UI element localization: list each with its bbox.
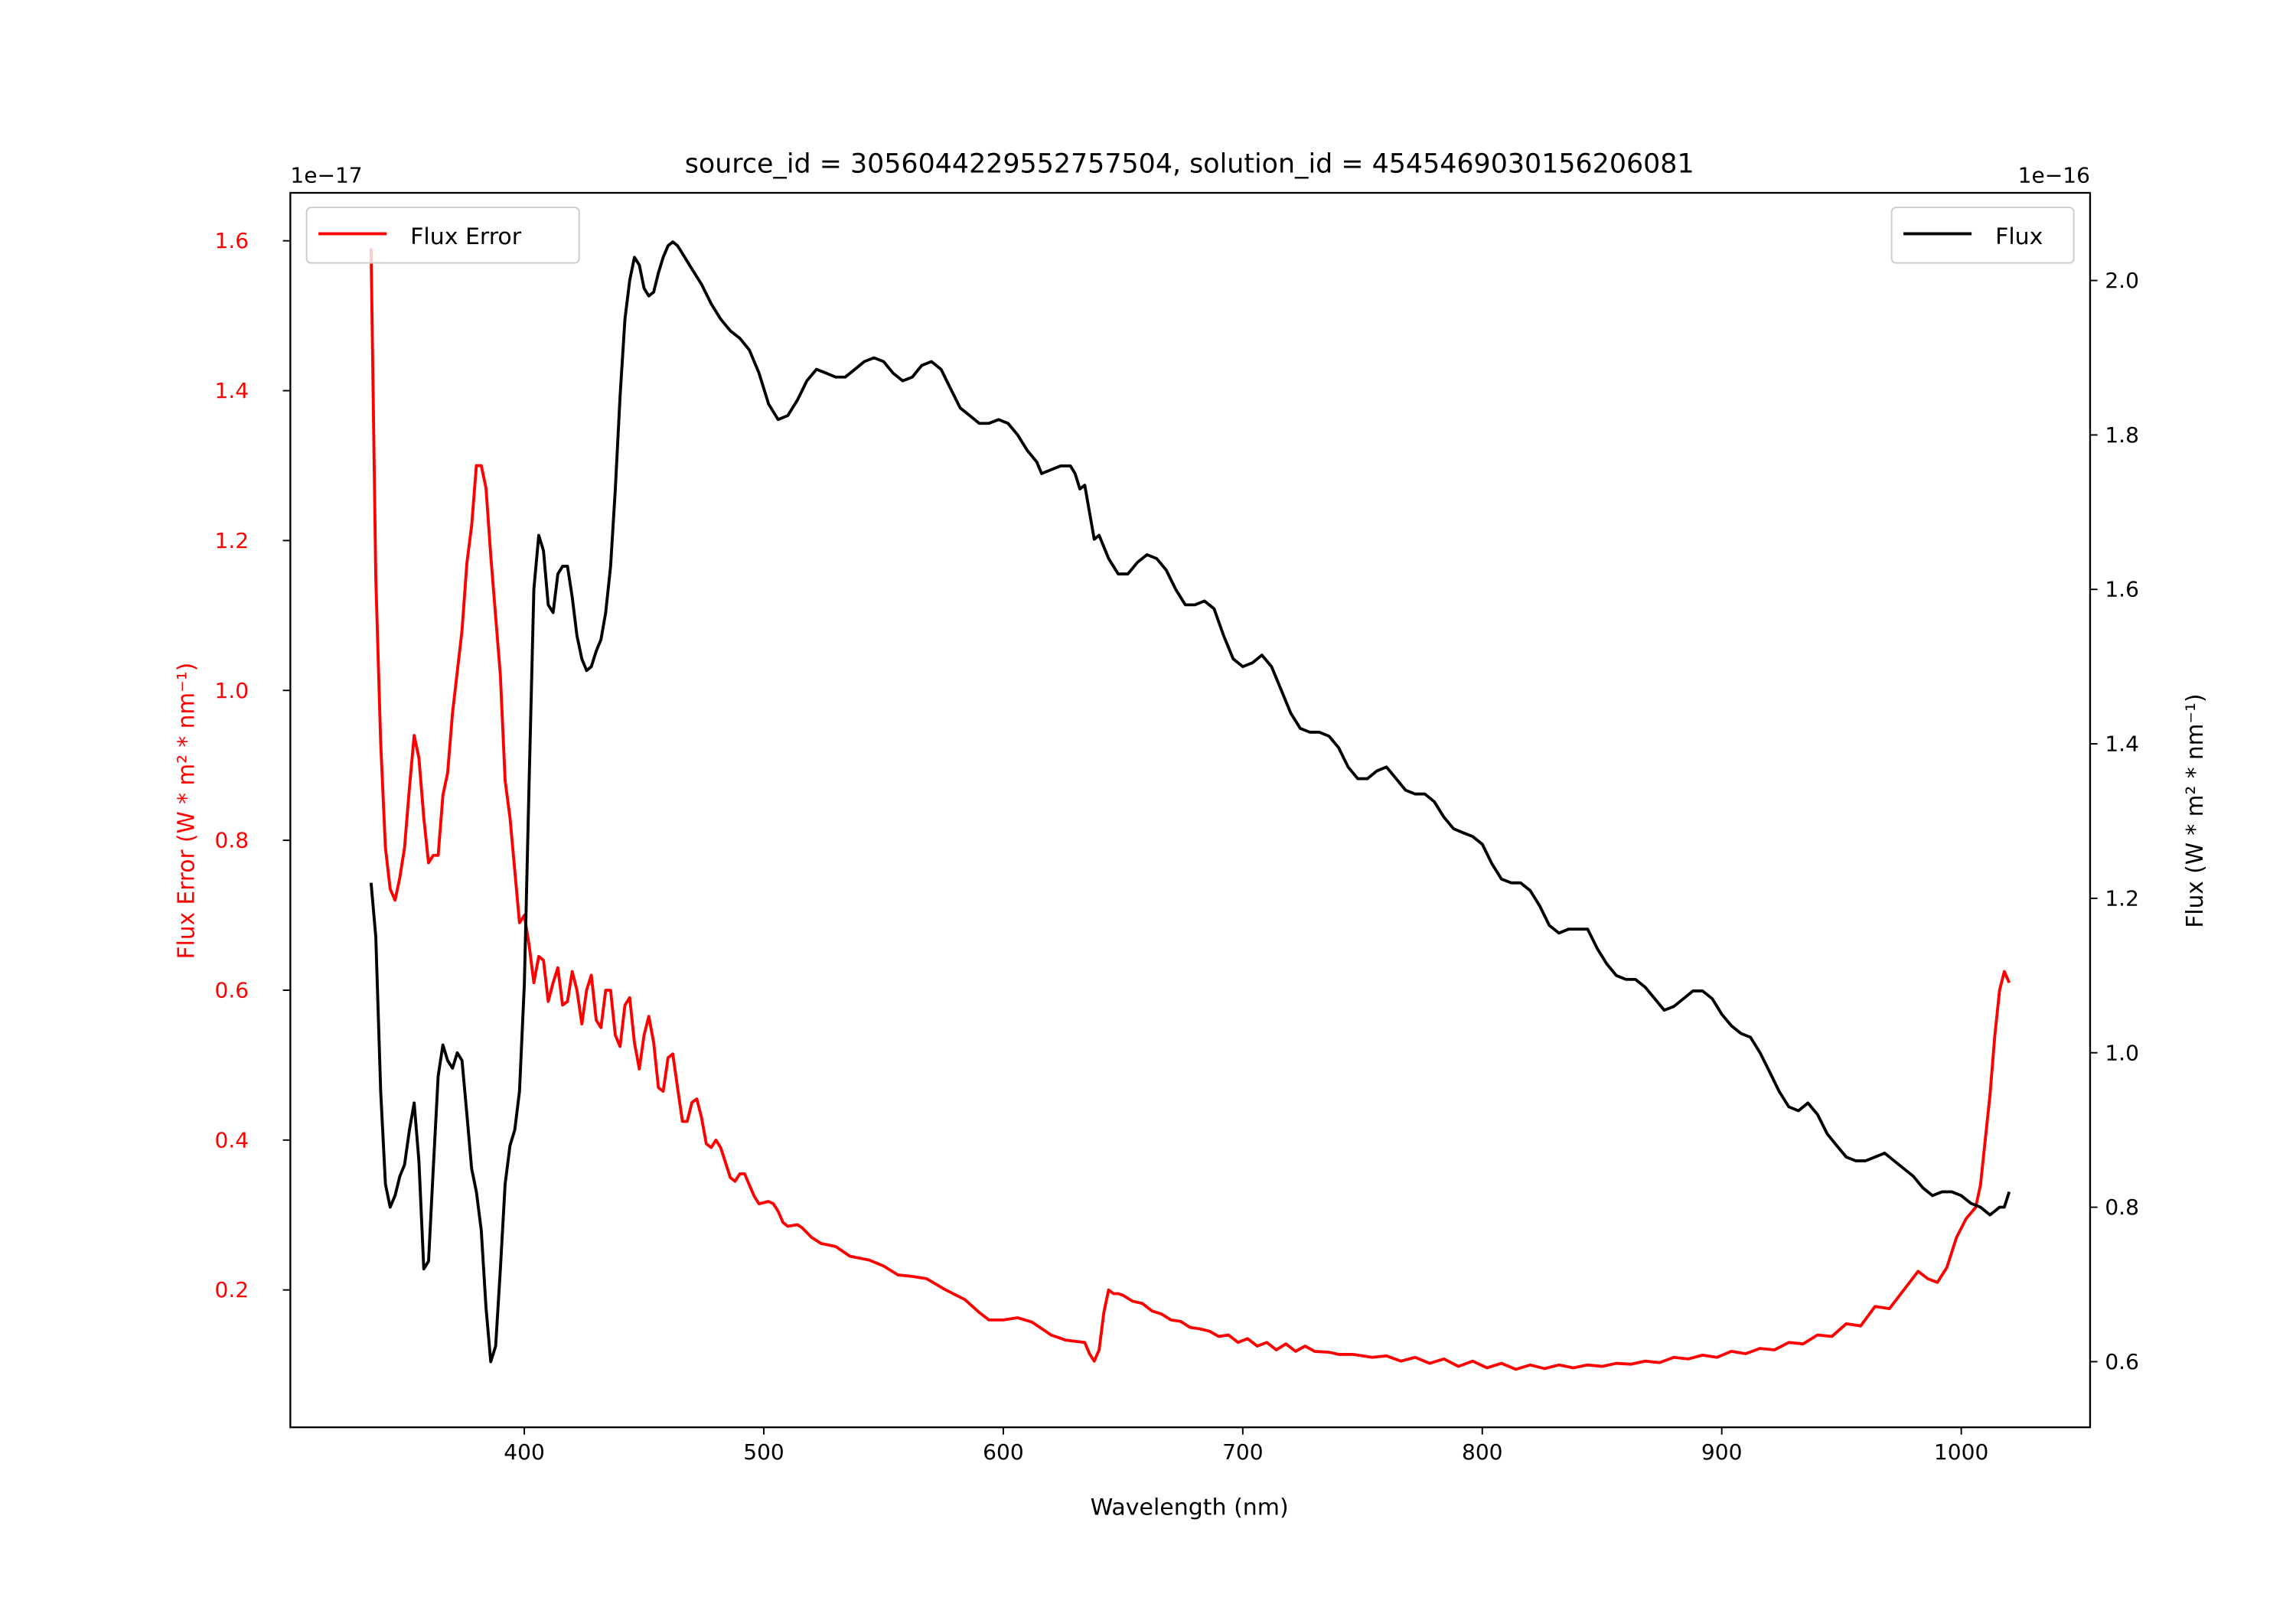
series-line-flux [369, 240, 2011, 1364]
left-y-tick-label: 1.0 [215, 678, 249, 703]
right-y-tick-label: 0.8 [2105, 1195, 2139, 1220]
right-y-tick-label: 2.0 [2105, 268, 2139, 293]
left-y-tick-label: 0.6 [215, 978, 249, 1003]
legend-box [1890, 207, 2075, 264]
left-y-tick-label: 0.8 [215, 828, 249, 853]
x-tick-label: 800 [1462, 1439, 1503, 1465]
left-axis-offset: 1e−17 [290, 163, 362, 188]
x-tick-label: 600 [983, 1439, 1024, 1465]
series-line-flux-error [369, 248, 2011, 1371]
legend-label-flux-error: Flux Error [410, 223, 522, 250]
left-y-tick-label: 1.6 [215, 228, 249, 253]
x-tick-label: 400 [504, 1439, 545, 1465]
x-axis-label: Wavelength (nm) [1091, 1495, 1289, 1521]
left-y-tick-label: 1.4 [215, 378, 249, 403]
right-y-tick-label: 1.2 [2105, 886, 2139, 911]
x-tick-label: 1000 [1934, 1439, 1988, 1465]
left-y-tick-label: 0.4 [215, 1128, 249, 1153]
x-tick-label: 900 [1701, 1439, 1743, 1465]
legend-box [305, 207, 580, 264]
legend-label-flux: Flux [1995, 223, 2043, 250]
legend-flux: Flux [1890, 207, 2075, 264]
right-y-tick-label: 1.0 [2105, 1040, 2139, 1065]
x-tick-label: 700 [1222, 1439, 1264, 1465]
x-tick-label: 500 [743, 1439, 784, 1465]
right-y-tick-label: 1.8 [2105, 422, 2139, 448]
right-axis-offset: 1e−16 [2018, 163, 2090, 188]
left-y-axis-label: Flux Error (W * m² * nm⁻¹) [173, 663, 200, 960]
right-y-axis-label: Flux (W * m² * nm⁻¹) [2182, 694, 2209, 928]
right-y-tick-label: 1.6 [2105, 577, 2139, 602]
right-y-tick-label: 1.4 [2105, 732, 2139, 757]
plot-frame [289, 191, 2092, 1429]
legend-flux-error: Flux Error [305, 207, 580, 264]
left-y-tick-label: 1.2 [215, 528, 249, 553]
chart-title: source_id = 3056044229552757504, solutio… [685, 148, 1694, 179]
right-y-tick-label: 0.6 [2105, 1349, 2139, 1374]
left-y-tick-label: 0.2 [215, 1277, 249, 1302]
